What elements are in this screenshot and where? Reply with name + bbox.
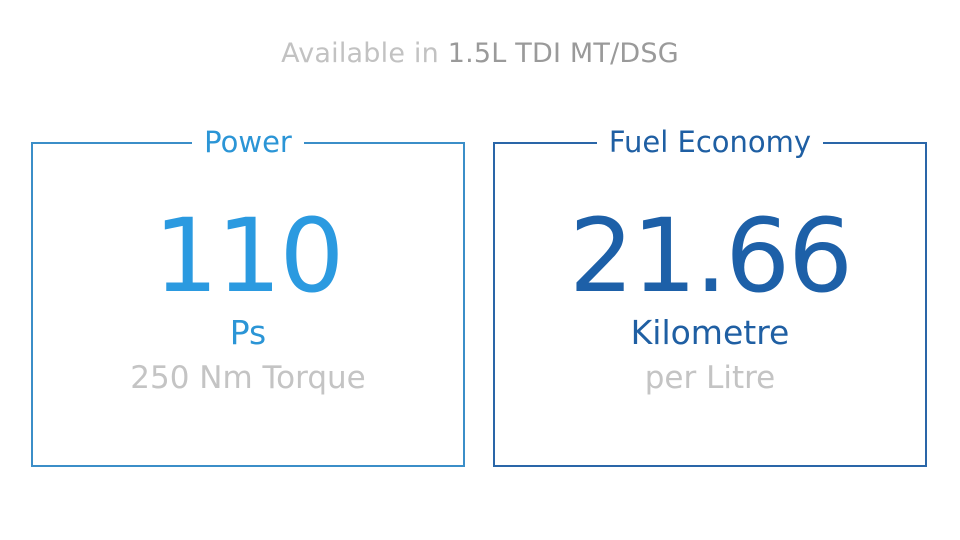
fuel-economy-card-title-wrap: Fuel Economy bbox=[495, 120, 925, 169]
fuel-economy-sub: per Litre bbox=[644, 360, 776, 396]
power-unit: Ps bbox=[229, 313, 267, 352]
power-value: 110 bbox=[153, 197, 345, 316]
fuel-economy-unit: Kilometre bbox=[630, 313, 790, 352]
power-card-title: Power bbox=[192, 120, 304, 164]
engine-variant: 1.5L TDI MT/DSG bbox=[447, 38, 679, 69]
fuel-economy-value: 21.66 bbox=[568, 197, 853, 316]
availability-prefix: Available in bbox=[281, 38, 439, 69]
power-card: Power 110 Ps 250 Nm Torque bbox=[31, 120, 465, 467]
fuel-economy-card: Fuel Economy 21.66 Kilometre per Litre bbox=[493, 120, 927, 467]
power-card-title-wrap: Power bbox=[33, 120, 463, 169]
availability-headline: Available in 1.5L TDI MT/DSG bbox=[0, 38, 960, 69]
torque-text: 250 Nm Torque bbox=[130, 360, 366, 396]
fuel-economy-card-title: Fuel Economy bbox=[596, 120, 824, 164]
